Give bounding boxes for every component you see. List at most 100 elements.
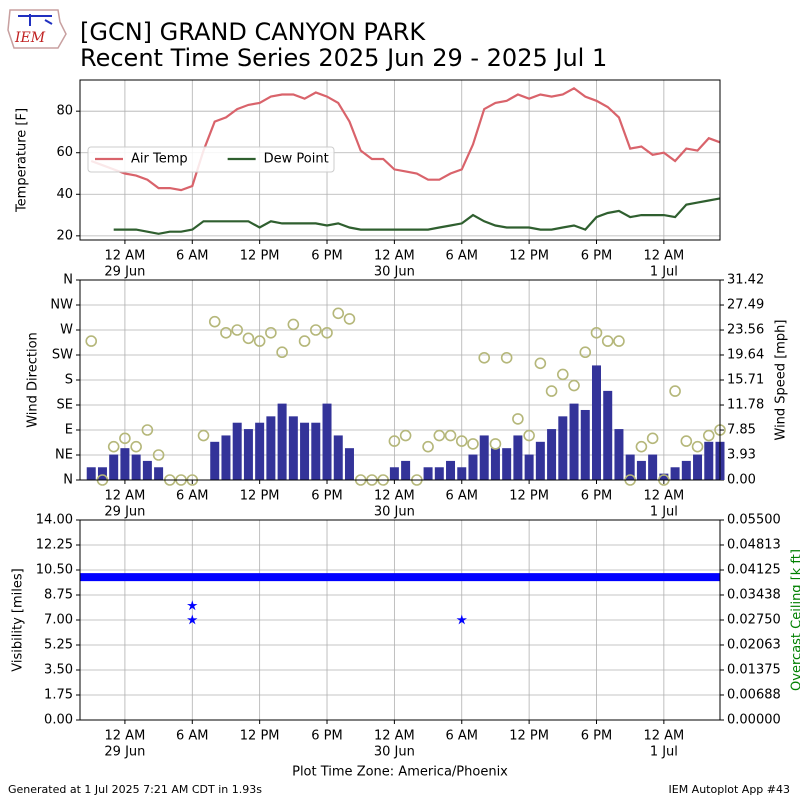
wind-direction-point: [613, 335, 625, 347]
y2-tick-label: 19.64: [727, 347, 764, 362]
wind-speed-bar: [659, 473, 669, 480]
logo-outline: [7, 9, 67, 49]
wind-direction-point: [680, 435, 693, 447]
x-tick-label: 6 PM: [581, 729, 612, 744]
y-axis-label: Wind Direction: [26, 332, 41, 428]
wind-speed-bar: [322, 403, 332, 480]
x-tick-label: 6 AM: [176, 729, 209, 744]
wind-direction-point: [399, 429, 412, 442]
wind-speed-bar: [142, 460, 152, 480]
wind-direction-point: [512, 413, 524, 425]
y2-tick-label: 15.71: [727, 373, 764, 388]
chart-title: [GCN] GRAND CANYON PARK: [80, 18, 426, 46]
y2-tick-label: 0.05500: [727, 513, 781, 528]
y2-axis-label: Wind Speed [mph]: [774, 320, 789, 441]
wind-speed-bar: [580, 409, 590, 480]
wind-direction-point: [500, 351, 513, 364]
wind-direction-point: [343, 313, 356, 325]
x-date-label: 1 Jul: [650, 265, 678, 280]
wind-speed-bar: [311, 422, 321, 480]
wind-speed-bar: [266, 416, 276, 480]
wind-speed-bar: [232, 422, 242, 480]
wind-speed-bar: [288, 416, 298, 480]
wind-speed-bar: [547, 429, 557, 480]
wind-direction-point: [702, 429, 715, 442]
y2-tick-label: 0.00688: [727, 687, 781, 702]
wind-direction-point: [332, 307, 345, 320]
x-tick-label: 6 AM: [445, 249, 478, 264]
wind-speed-bar: [333, 435, 343, 480]
y-tick-label: 12.25: [36, 538, 73, 553]
plot-area: [80, 573, 720, 625]
x-date-label: 1 Jul: [650, 505, 678, 520]
wind-speed-bar: [704, 441, 714, 480]
wind-direction-point: [590, 326, 603, 339]
x-tick-label: 6 AM: [176, 489, 209, 504]
y2-tick-label: 0.02063: [727, 637, 781, 652]
wind-direction-point: [579, 346, 592, 359]
y2-tick-label: 3.93: [727, 447, 756, 462]
wind-direction-point: [422, 440, 434, 453]
x-tick-label: 12 AM: [643, 489, 684, 504]
x-tick-label: 6 AM: [445, 489, 478, 504]
y2-tick-label: 0.03438: [727, 587, 781, 602]
x-tick-label: 12 AM: [105, 249, 146, 264]
wind-direction-point: [433, 429, 446, 442]
footer-left: Generated at 1 Jul 2025 7:21 AM CDT in 1…: [8, 783, 262, 796]
y2-tick-label: 11.78: [727, 398, 764, 413]
y-axis-label: Visibility [miles]: [11, 568, 26, 671]
y-tick-label: E: [65, 423, 73, 438]
x-tick-label: 12 AM: [374, 729, 415, 744]
wind-speed-bar: [513, 435, 523, 480]
wind-direction-point: [287, 318, 300, 331]
line-series: [90, 86, 721, 192]
wind-speed-bar: [300, 422, 310, 480]
wind-direction-point: [141, 424, 154, 436]
wind-direction-point: [220, 326, 232, 339]
axes-frame: [79, 279, 721, 481]
wind-speed-bar: [614, 429, 624, 480]
y-tick-label: SW: [52, 348, 73, 363]
line-series: [113, 197, 721, 235]
wind-direction-point: [231, 324, 243, 336]
wind-direction-point: [107, 440, 120, 453]
wind-speed-bar: [468, 454, 478, 480]
x-tick-label: 12 PM: [509, 249, 549, 264]
x-tick-label: 6 PM: [581, 249, 612, 264]
wind-direction-point: [242, 332, 255, 345]
y2-axis-label: Overcast Ceiling [k ft]: [790, 549, 800, 691]
y2-tick-label: 0.04813: [727, 537, 781, 552]
wind-speed-bar: [255, 422, 265, 480]
x-tick-label: 12 AM: [105, 729, 146, 744]
x-tick-label: 12 PM: [509, 729, 549, 744]
wind-direction-point: [309, 324, 322, 336]
y-tick-label: 60: [56, 145, 73, 160]
y-tick-label: N: [63, 473, 73, 488]
wind-direction-point: [489, 438, 502, 450]
y-tick-label: S: [65, 373, 73, 388]
x-tick-label: 12 AM: [374, 249, 415, 264]
wind-direction-point: [669, 385, 681, 397]
visibility-star: [456, 614, 467, 625]
x-date-label: 1 Jul: [650, 745, 678, 760]
wind-speed-bar: [344, 448, 354, 480]
wind-direction-point: [444, 429, 457, 442]
x-date-label: 29 Jun: [104, 265, 145, 280]
wind-direction-point: [557, 368, 569, 381]
y-tick-label: 8.75: [44, 588, 73, 603]
x-tick-label: 6 AM: [176, 249, 209, 264]
wind-direction-point: [455, 435, 468, 447]
legend: Air Temp Dew Point: [87, 146, 335, 173]
x-tick-label: 12 AM: [643, 249, 684, 264]
plot-area: [90, 86, 721, 235]
x-tick-label: 12 AM: [374, 489, 415, 504]
legend-label: Air Temp: [131, 152, 188, 167]
y2-tick-label: 31.42: [727, 273, 764, 288]
y-tick-label: 0.00: [44, 713, 73, 728]
y-tick-label: 80: [56, 104, 73, 119]
visibility-star: [187, 614, 198, 625]
wind-speed-bar: [681, 460, 691, 480]
x-date-label: 29 Jun: [104, 505, 145, 520]
wind-speed-bar: [524, 454, 534, 480]
wind-speed-bar: [221, 435, 231, 480]
